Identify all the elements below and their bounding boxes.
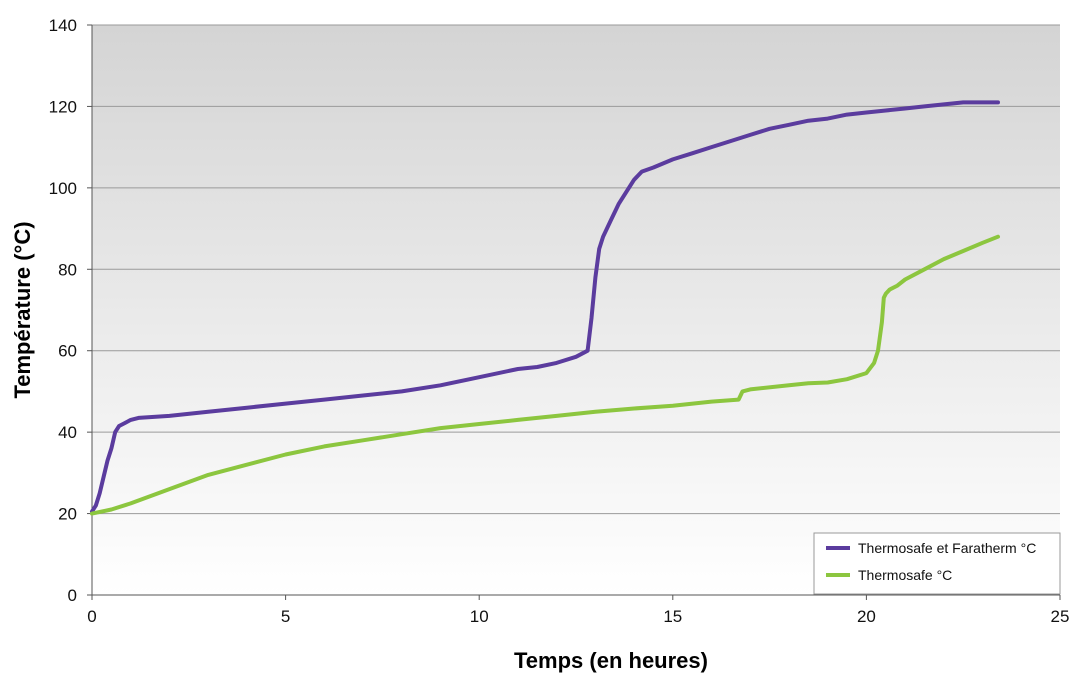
tick-labels: 0 20 40 60 80 100 120 140 0 5 10 15 20 25 — [49, 16, 1070, 626]
x-tick-label: 25 — [1051, 607, 1070, 626]
legend-box — [813, 532, 1061, 595]
chart-legend: Thermosafe et Faratherm °C Thermosafe °C — [813, 532, 1061, 595]
x-axis-title: Temps (en heures) — [514, 648, 708, 673]
y-tick-label: 60 — [58, 342, 77, 361]
x-tick-label: 20 — [857, 607, 876, 626]
y-tick-label: 140 — [49, 16, 77, 35]
plot-area-background — [92, 25, 1060, 595]
x-tick-label: 5 — [281, 607, 290, 626]
y-tick-label: 120 — [49, 97, 77, 116]
series-line-thermosafe — [90, 234, 1000, 516]
y-tick-label: 100 — [49, 179, 77, 198]
y-tick-label: 20 — [58, 505, 77, 524]
gridlines — [92, 24, 1060, 515]
series-line-thermosafe-faratherm — [90, 100, 1000, 514]
x-tick-label: 10 — [470, 607, 489, 626]
y-tick-label: 80 — [58, 260, 77, 279]
axes — [87, 24, 1061, 600]
y-tick-label: 40 — [58, 423, 77, 442]
x-tick-label: 15 — [663, 607, 682, 626]
y-axis-title: Température (°C) — [10, 221, 35, 398]
x-tick-label: 0 — [87, 607, 96, 626]
legend-label-thermosafe: Thermosafe °C — [858, 567, 952, 583]
legend-label-thermosafe-faratherm: Thermosafe et Faratherm °C — [858, 540, 1036, 556]
series-layer — [90, 100, 1000, 516]
y-tick-label: 0 — [68, 586, 77, 605]
